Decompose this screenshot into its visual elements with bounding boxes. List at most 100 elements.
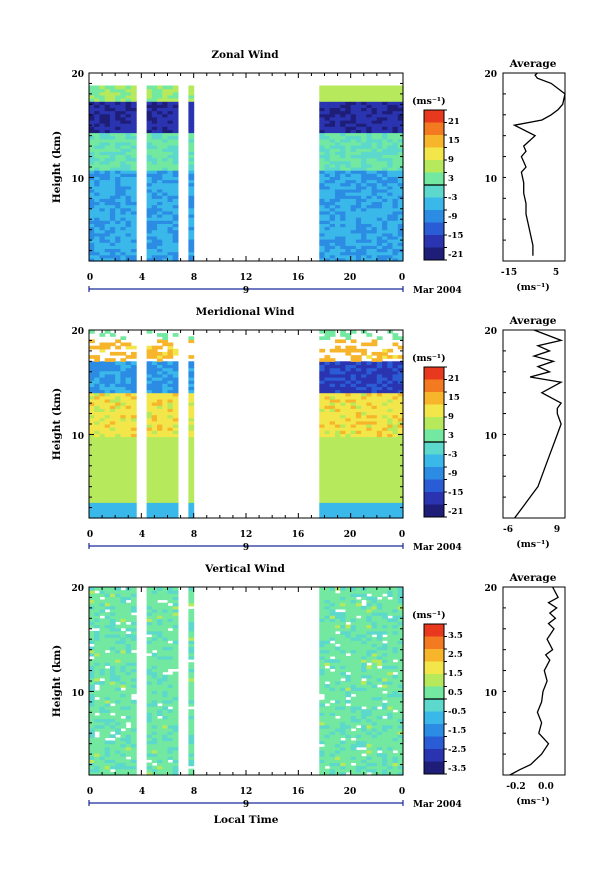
heatmap-cell bbox=[125, 637, 132, 641]
heatmap-cell bbox=[382, 101, 388, 105]
heatmap-cell bbox=[172, 461, 179, 466]
heatmap-cell bbox=[146, 330, 153, 334]
heatmap-cell bbox=[151, 433, 158, 438]
heatmap-cell bbox=[89, 461, 95, 466]
heatmap-cell bbox=[104, 643, 111, 648]
heatmap-cell bbox=[397, 489, 404, 494]
heatmap-cell bbox=[104, 489, 111, 494]
heatmap-cell bbox=[319, 170, 326, 174]
heatmap-cell bbox=[335, 145, 341, 149]
heatmap-cell bbox=[115, 596, 121, 601]
heatmap-cell bbox=[162, 85, 169, 90]
heatmap-cell bbox=[167, 367, 174, 372]
heatmap-cell bbox=[130, 101, 137, 105]
heatmap-cell bbox=[188, 430, 195, 434]
heatmap-cell bbox=[120, 590, 127, 594]
heatmap-cell bbox=[355, 107, 362, 112]
heatmap-cell bbox=[125, 179, 132, 184]
heatmap-cell bbox=[382, 126, 388, 130]
heatmap-cell bbox=[162, 395, 169, 400]
heatmap-cell bbox=[151, 154, 158, 159]
heatmap-cell bbox=[376, 192, 383, 196]
heatmap-cell bbox=[397, 85, 404, 90]
heatmap-cell bbox=[162, 254, 169, 259]
heatmap-cell bbox=[366, 251, 373, 256]
heatmap-cell bbox=[319, 185, 326, 190]
heatmap-cell bbox=[157, 101, 163, 105]
heatmap-cell bbox=[167, 173, 174, 177]
heatmap-cell bbox=[115, 439, 121, 444]
heatmap-cell bbox=[120, 120, 127, 124]
heatmap-cell bbox=[329, 107, 336, 112]
colorbar-tick-label: -21 bbox=[448, 250, 463, 260]
heatmap-cell bbox=[115, 464, 121, 469]
heatmap-cell bbox=[157, 182, 163, 187]
heatmap-cell bbox=[120, 251, 127, 256]
heatmap-cell bbox=[125, 145, 132, 149]
heatmap-cell bbox=[329, 154, 336, 159]
heatmap-cell bbox=[130, 386, 137, 391]
heatmap-cell bbox=[125, 511, 132, 516]
heatmap-cell bbox=[99, 489, 106, 494]
heatmap-cell bbox=[387, 436, 394, 441]
heatmap-cell bbox=[151, 746, 158, 751]
heatmap-cell bbox=[355, 499, 362, 503]
heatmap-cell bbox=[146, 141, 153, 146]
heatmap-cell bbox=[376, 449, 383, 453]
heatmap-cell bbox=[130, 377, 137, 381]
heatmap-cell bbox=[167, 91, 174, 96]
heatmap-cell bbox=[151, 637, 158, 641]
heatmap-cell bbox=[329, 204, 336, 209]
heatmap-cell bbox=[125, 157, 132, 162]
heatmap-cell bbox=[345, 514, 352, 519]
heatmap-cell bbox=[94, 674, 100, 679]
heatmap-cell bbox=[146, 389, 153, 394]
colorbar-tick-label: 21 bbox=[448, 117, 460, 127]
heatmap-cell bbox=[89, 652, 95, 657]
heatmap-cell bbox=[167, 737, 174, 742]
heatmap-cell bbox=[125, 674, 132, 679]
heatmap-cell bbox=[172, 684, 179, 688]
heatmap-cell bbox=[94, 98, 100, 102]
heatmap-cell bbox=[392, 502, 399, 506]
heatmap-cell bbox=[188, 367, 195, 372]
heatmap-cell bbox=[371, 167, 378, 171]
heatmap-cell bbox=[319, 467, 326, 472]
heatmap-cell bbox=[120, 402, 127, 406]
heatmap-cell bbox=[335, 402, 341, 406]
heatmap-cell bbox=[115, 192, 121, 196]
heatmap-cell bbox=[340, 126, 346, 130]
heatmap-cell bbox=[387, 98, 394, 102]
heatmap-cell bbox=[397, 220, 404, 224]
heatmap-cell bbox=[157, 455, 163, 459]
heatmap-cell bbox=[382, 223, 388, 228]
heatmap-cell bbox=[387, 201, 394, 206]
heatmap-cell bbox=[397, 483, 404, 488]
heatmap-cell bbox=[355, 436, 362, 441]
heatmap-cell bbox=[125, 433, 132, 438]
heatmap-cell bbox=[94, 176, 100, 181]
heatmap-cell bbox=[319, 646, 326, 651]
heatmap-cell bbox=[94, 514, 100, 519]
heatmap-cell bbox=[366, 511, 373, 516]
heatmap-cell bbox=[151, 743, 158, 748]
heatmap-cell bbox=[109, 185, 116, 190]
heatmap-cell bbox=[146, 420, 153, 425]
heatmap-cell bbox=[188, 511, 195, 516]
heatmap-cell bbox=[99, 436, 106, 441]
heatmap-cell bbox=[188, 715, 195, 720]
heatmap-cell bbox=[392, 160, 399, 165]
heatmap-cell bbox=[109, 699, 116, 704]
heatmap-cell bbox=[130, 715, 137, 720]
heatmap-cell bbox=[89, 771, 95, 776]
heatmap-cell bbox=[157, 659, 163, 663]
heatmap-cell bbox=[172, 511, 179, 516]
heatmap-cell bbox=[99, 141, 106, 146]
heatmap-cell bbox=[340, 151, 346, 155]
heatmap-cell bbox=[371, 120, 378, 124]
heatmap-cell bbox=[99, 85, 106, 90]
heatmap-cell bbox=[366, 129, 373, 134]
heatmap-cell bbox=[335, 508, 341, 513]
heatmap-cell bbox=[172, 427, 179, 431]
heatmap-cell bbox=[89, 132, 95, 137]
